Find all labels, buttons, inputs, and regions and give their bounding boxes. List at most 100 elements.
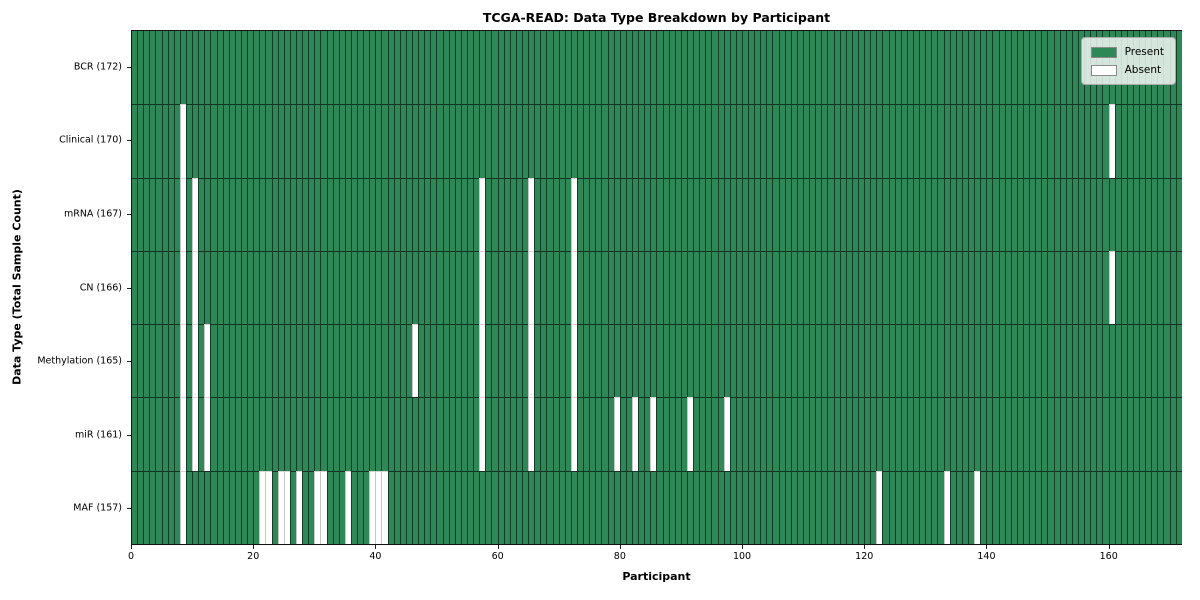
- cell-present: [851, 470, 859, 544]
- cell-present: [1132, 250, 1140, 325]
- cell-present: [460, 324, 468, 398]
- cell-present: [247, 31, 254, 105]
- cell-present: [271, 470, 278, 544]
- cell-present: [1120, 104, 1127, 178]
- cell-present: [882, 31, 889, 105]
- cell-present: [729, 470, 736, 544]
- cell-present: [485, 31, 492, 105]
- x-tick-label: 120: [855, 551, 874, 562]
- cell-present: [790, 250, 797, 325]
- cell-present: [253, 177, 260, 251]
- cell-present: [766, 104, 773, 178]
- cell-present: [931, 397, 938, 471]
- cell-present: [589, 250, 596, 325]
- cell-present: [821, 31, 828, 105]
- cell-present: [442, 324, 449, 398]
- cell-present: [619, 397, 626, 471]
- cell-present: [161, 397, 168, 471]
- cell-present: [839, 397, 846, 471]
- cell-present: [625, 397, 632, 471]
- cell-present: [436, 104, 443, 178]
- cell-present: [1114, 470, 1121, 544]
- cell-present: [864, 324, 871, 398]
- cell-present: [858, 397, 865, 471]
- cell-present: [1022, 177, 1030, 251]
- cell-present: [1139, 250, 1146, 325]
- cell-present: [699, 470, 706, 544]
- cell-present: [1163, 324, 1170, 398]
- y-tick-label: Methylation (165): [37, 355, 122, 367]
- cell-present: [295, 31, 303, 105]
- cell-present: [369, 104, 376, 178]
- cell-present: [729, 324, 736, 398]
- cell-present: [888, 470, 895, 544]
- cell-present: [253, 31, 260, 105]
- cell-present: [913, 324, 920, 398]
- chart-title: TCGA-READ: Data Type Breakdown by Partic…: [482, 10, 831, 25]
- cell-present: [1102, 104, 1109, 178]
- cell-present: [748, 104, 755, 178]
- cell-present: [540, 324, 547, 398]
- cell-present: [552, 31, 559, 105]
- cell-present: [760, 250, 767, 325]
- cell-present: [375, 31, 382, 105]
- cell-present: [308, 470, 315, 544]
- cell-present: [1126, 177, 1133, 251]
- cell-present: [845, 397, 852, 471]
- cell-present: [308, 250, 315, 325]
- cell-present: [827, 177, 834, 251]
- cell-present: [607, 177, 614, 251]
- cell-present: [925, 177, 932, 251]
- cell-present: [277, 104, 284, 178]
- cell-present: [132, 324, 138, 398]
- cell-present: [699, 104, 706, 178]
- cell-present: [619, 470, 626, 544]
- cell-present: [888, 31, 895, 105]
- cell-present: [754, 324, 761, 398]
- cell-present: [295, 104, 303, 178]
- cell-present: [522, 470, 529, 544]
- cell-present: [729, 397, 736, 471]
- cell-present: [619, 177, 626, 251]
- cell-present: [693, 397, 700, 471]
- cell-present: [540, 177, 547, 251]
- cell-present: [1175, 31, 1182, 105]
- cell-present: [870, 324, 877, 398]
- cell-present: [656, 250, 663, 325]
- cell-present: [967, 397, 975, 471]
- cell-present: [185, 31, 193, 105]
- cell-present: [564, 104, 571, 178]
- cell-present: [1175, 250, 1182, 325]
- cell-present: [350, 31, 358, 105]
- cell-present: [955, 250, 962, 325]
- cell-present: [754, 397, 761, 471]
- cell-present: [350, 397, 358, 471]
- cell-present: [1016, 470, 1023, 544]
- cell-present: [442, 250, 449, 325]
- cell-present: [913, 397, 920, 471]
- cell-present: [937, 397, 944, 471]
- cell-present: [625, 104, 632, 178]
- cell-present: [448, 470, 455, 544]
- cell-present: [949, 104, 956, 178]
- cell-absent: [528, 250, 535, 325]
- cell-present: [473, 324, 480, 398]
- cell-present: [546, 177, 553, 251]
- cell-present: [326, 397, 333, 471]
- cell-present: [1157, 250, 1164, 325]
- cell-present: [723, 250, 730, 325]
- cell-present: [686, 31, 694, 105]
- cell-present: [864, 397, 871, 471]
- cell-present: [827, 324, 834, 398]
- cell-present: [509, 31, 516, 105]
- cell-present: [185, 177, 193, 251]
- cell-present: [1126, 397, 1133, 471]
- cell-present: [1084, 470, 1091, 544]
- cell-present: [1102, 324, 1109, 398]
- cell-present: [784, 324, 791, 398]
- cell-present: [479, 104, 486, 178]
- cell-present: [949, 250, 956, 325]
- cell-present: [558, 177, 565, 251]
- cell-present: [448, 250, 455, 325]
- cell-present: [1108, 397, 1115, 471]
